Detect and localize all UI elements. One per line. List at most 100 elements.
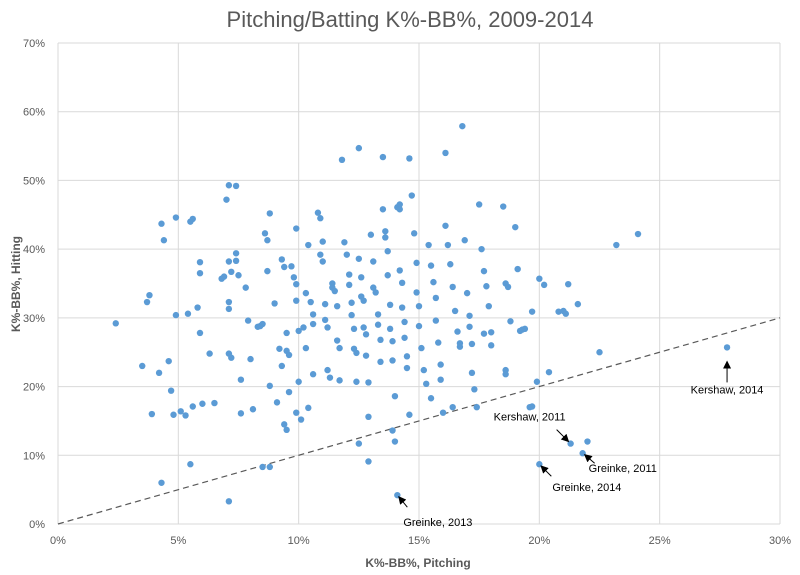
data-point [360, 324, 367, 331]
annotation-label: Kershaw, 2014 [691, 384, 764, 396]
annotation-arrow [398, 496, 408, 508]
data-point [365, 379, 372, 386]
data-point [389, 357, 396, 364]
data-point [415, 322, 423, 330]
data-point [261, 230, 269, 237]
data-point [435, 339, 442, 346]
data-point [432, 294, 440, 302]
data-point [146, 291, 153, 299]
data-point [372, 289, 379, 296]
data-point [488, 329, 495, 336]
data-point [283, 426, 290, 434]
data-point [273, 399, 281, 406]
y-tick-label: 50% [23, 175, 45, 187]
data-point [473, 403, 480, 411]
data-point [148, 410, 156, 418]
y-tick-label: 10% [23, 450, 45, 462]
data-point [293, 225, 300, 232]
data-point [398, 279, 406, 287]
data-point [410, 230, 418, 237]
data-point [160, 237, 168, 244]
y-axis-label: K%-BB%, Hitting [9, 236, 23, 332]
data-point [449, 283, 456, 291]
data-point [512, 223, 519, 231]
data-point [172, 214, 180, 221]
data-point [461, 237, 468, 244]
data-point [259, 463, 266, 471]
data-point [259, 320, 266, 328]
data-point [295, 378, 302, 385]
data-point [415, 302, 423, 310]
data-point [379, 153, 387, 161]
data-point [172, 311, 180, 319]
x-axis-ticks: 0% 5% 10% 15% 20% 25% 30% [50, 535, 791, 547]
x-axis-label: K%-BB%, Pitching [365, 556, 470, 570]
data-point [377, 358, 384, 366]
data-point [336, 344, 343, 352]
data-point [309, 311, 317, 318]
data-point [562, 310, 570, 317]
y-tick-label: 30% [23, 313, 45, 325]
data-point [187, 461, 194, 468]
data-point [406, 411, 413, 418]
y-axis-ticks: 0% 10% 20% 30% 40% 50% 60% 70% [23, 38, 45, 531]
data-point [447, 261, 454, 268]
data-point [418, 344, 425, 352]
data-point [184, 310, 192, 317]
data-point [314, 209, 322, 216]
x-tick-label: 15% [408, 535, 430, 547]
data-point [432, 317, 440, 324]
data-point [459, 122, 466, 130]
data-point [442, 149, 449, 157]
data-point [420, 366, 428, 374]
data-point [480, 267, 488, 275]
data-point [278, 256, 286, 263]
data-point [540, 281, 548, 289]
data-point [249, 406, 257, 413]
data-point [391, 438, 399, 445]
annotation-arrow [540, 465, 552, 477]
data-point [353, 378, 360, 385]
data-point [389, 338, 396, 345]
data-points [112, 122, 731, 505]
data-point [232, 257, 240, 265]
annotation-label: Kershaw, 2011 [494, 412, 566, 424]
data-point [189, 403, 196, 410]
data-point [365, 458, 372, 465]
data-point [437, 376, 444, 383]
data-point [565, 280, 572, 288]
data-point [427, 395, 435, 402]
data-point [483, 283, 490, 290]
data-point [545, 368, 553, 376]
data-point [158, 479, 165, 486]
data-point [196, 329, 204, 337]
data-point [475, 201, 483, 208]
data-point [370, 258, 377, 265]
reference-line [57, 317, 781, 525]
data-point [225, 182, 233, 189]
data-point [297, 416, 305, 423]
data-point [427, 262, 435, 269]
data-point [348, 299, 355, 306]
data-point [536, 461, 543, 468]
data-point [362, 352, 370, 359]
data-point [379, 206, 387, 213]
annotation-label: Greinke, 2014 [552, 482, 621, 494]
data-point [302, 344, 310, 352]
data-point [182, 412, 189, 419]
data-point [444, 241, 452, 249]
data-point [355, 255, 363, 262]
data-point [377, 336, 384, 344]
data-point [355, 440, 363, 447]
data-point [374, 311, 382, 318]
data-point [413, 289, 420, 296]
y-tick-label: 20% [23, 382, 45, 394]
data-point [225, 258, 233, 265]
data-point [449, 403, 456, 411]
data-point [232, 182, 240, 190]
data-point [528, 308, 536, 315]
data-point [143, 298, 151, 306]
data-point [398, 304, 406, 311]
x-tick-label: 20% [528, 535, 550, 547]
